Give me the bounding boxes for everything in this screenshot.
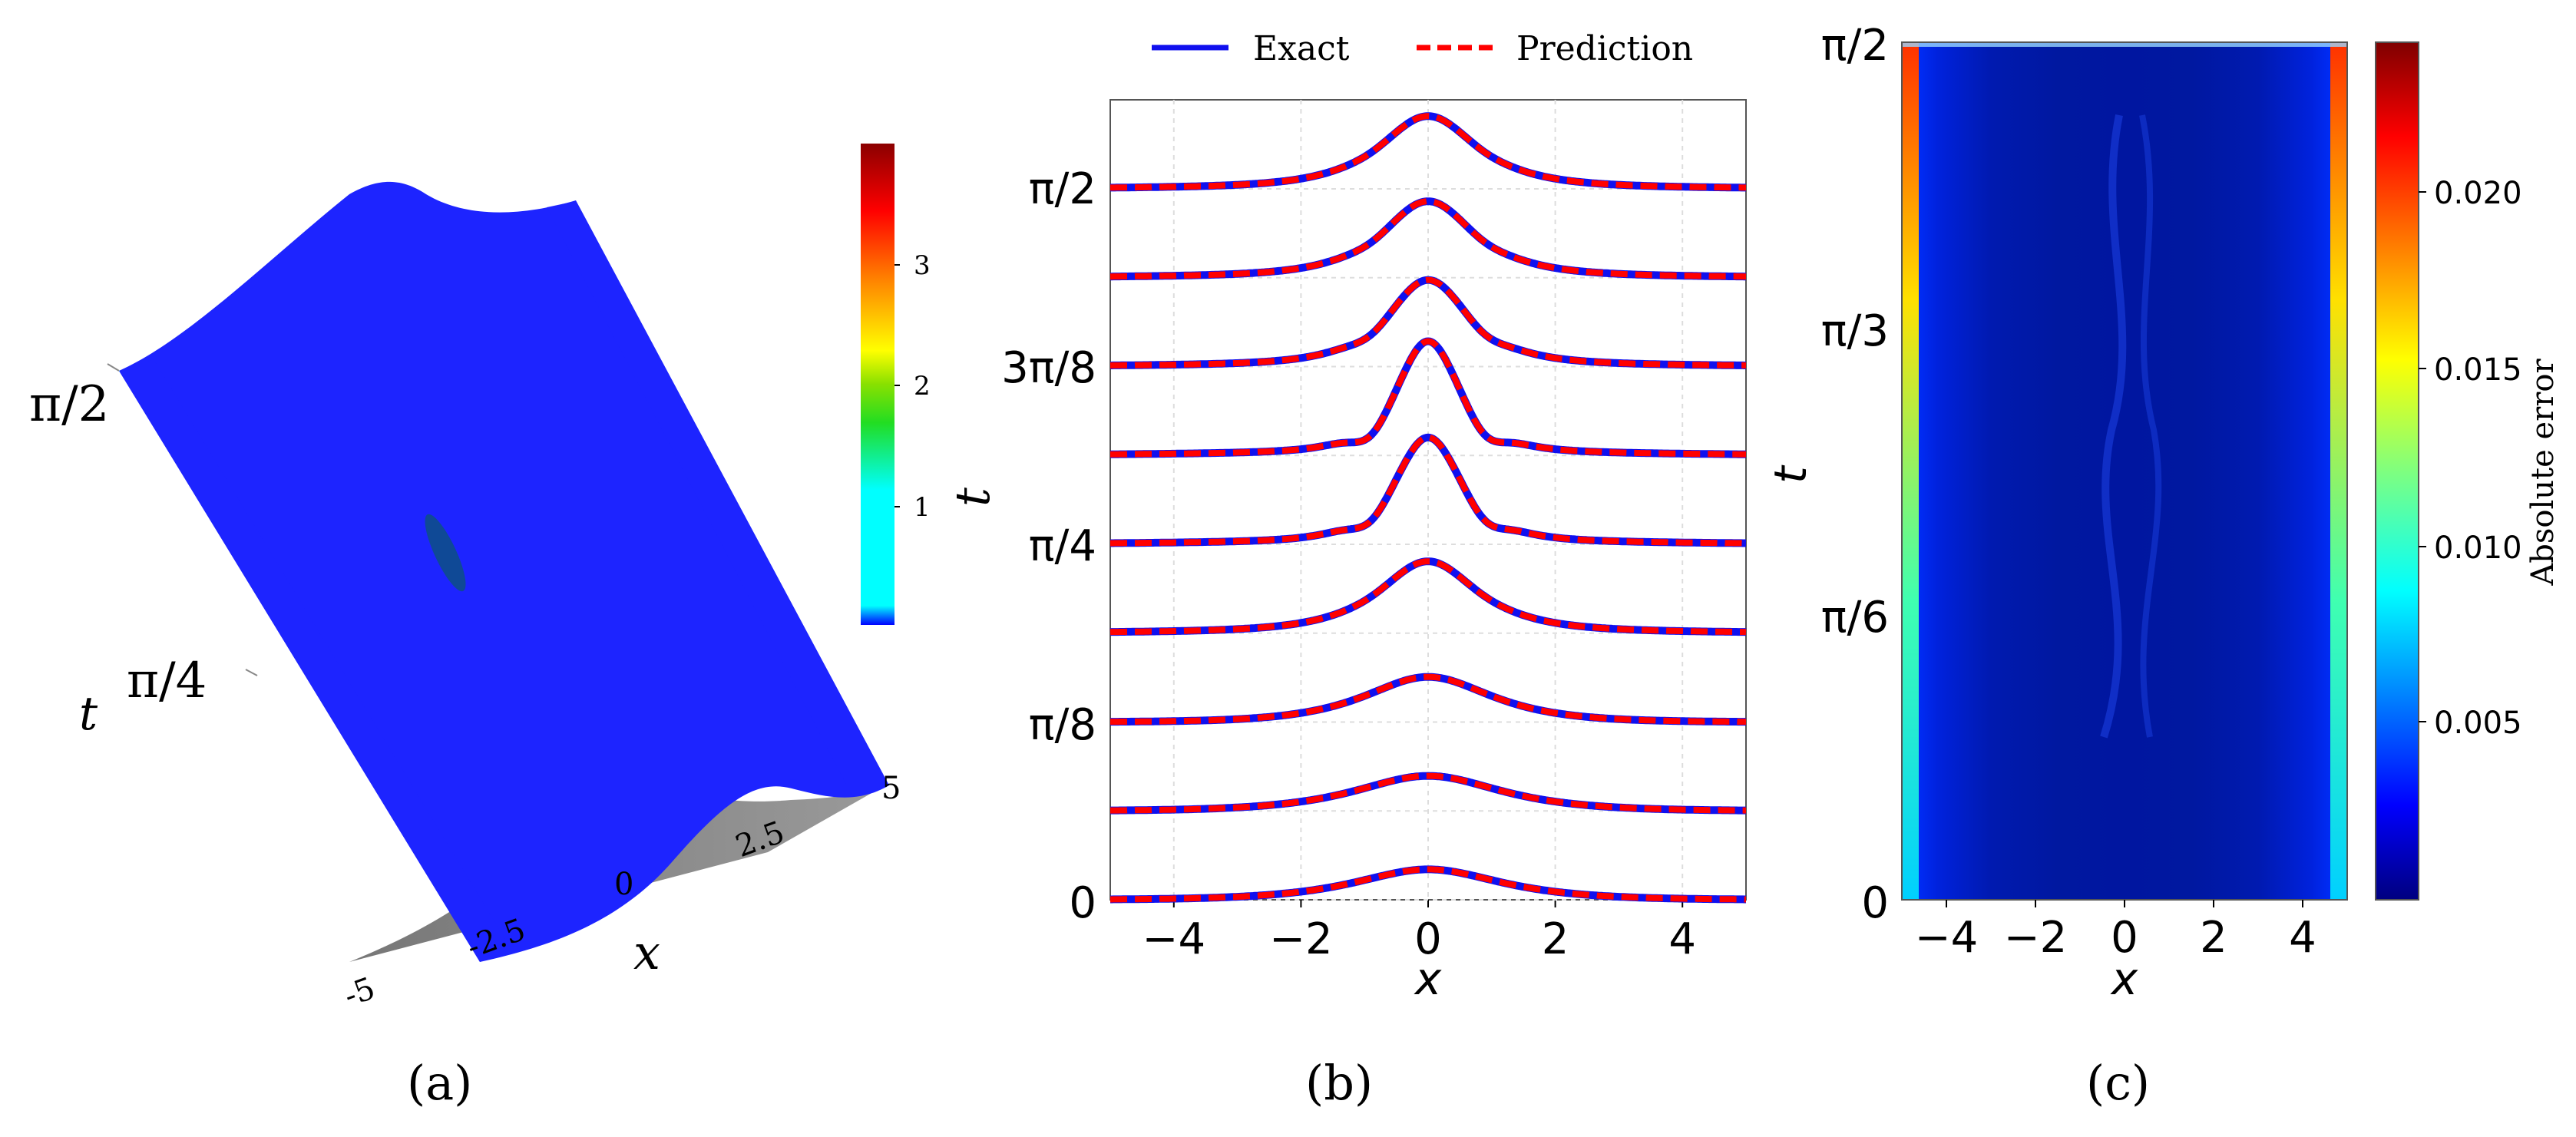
heatmap-structure: [2100, 114, 2127, 739]
surface-left-edge: [119, 359, 511, 962]
c-ytick-pi2: π/2: [1821, 21, 1889, 71]
prediction-curve: [1110, 198, 1746, 280]
b-xtick-label: 0: [1414, 914, 1442, 964]
colorbar-a-label: t: [944, 488, 1000, 507]
x-axis-label: x: [633, 924, 660, 980]
b-xtick-label: 4: [1668, 914, 1696, 964]
colorbar-c-tick-005: 0.005: [2434, 706, 2522, 741]
c-xlabel: x: [2110, 953, 2138, 1005]
c-xtick-label: 2: [2200, 913, 2227, 963]
surface-dip: [425, 514, 466, 592]
c-xtick-label: 4: [2289, 913, 2316, 963]
t-tick-pi4: π/4: [127, 653, 207, 709]
heatmap-left-edge: [1902, 42, 1919, 900]
colorbar-a-tick-1: 1: [914, 492, 931, 523]
prediction-curve: [1110, 673, 1746, 725]
prediction-curve: [1110, 113, 1746, 191]
panel-b: Exact Prediction 0 π/8 π/4 3π/8 π/2 −4 −2…: [1001, 29, 1747, 1111]
legend-exact-label: Exact: [1253, 29, 1350, 68]
colorbar-a: [861, 144, 894, 625]
surface-plot: [119, 181, 889, 963]
x-tick-0: 0: [614, 867, 633, 902]
b-xtick-label: 2: [1542, 914, 1569, 964]
colorbar-c-tick-010: 0.010: [2434, 530, 2522, 566]
panel-c: 0 π/6 π/3 π/2 t −4 −2 0 2 4 x 0.005 0.010 0.…: [1764, 21, 2561, 1111]
c-ytick-0: 0: [1861, 878, 1889, 928]
prediction-curve: [1110, 772, 1746, 814]
colorbar-c-tick-015: 0.015: [2434, 352, 2522, 388]
b-xtick-label: −2: [1269, 914, 1333, 964]
prediction-curve: [1110, 434, 1746, 547]
prediction-curve: [1109, 558, 1747, 636]
prediction-curve: [1110, 276, 1746, 369]
colorbar-a-tick-2: 2: [914, 371, 931, 402]
t-axis-label: t: [79, 687, 98, 741]
prediction-curve: [1110, 866, 1746, 903]
c-ytick-pi3: π/3: [1821, 306, 1889, 356]
colorbar-c: [2375, 41, 2419, 901]
x-tick-neg5: -5: [339, 970, 379, 1014]
colorbar-a-tick-3: 3: [914, 250, 931, 281]
heatmap: [1902, 42, 2347, 900]
x-tick-5: 5: [881, 771, 901, 806]
legend-prediction-label: Prediction: [1516, 29, 1693, 68]
panel-a: π/2 π/4 t -5 -2.5 0 2.5 5 x 1 2 3 t (a): [29, 144, 1000, 1111]
b-ytick-pi4: π/4: [1029, 521, 1096, 571]
panel-a-label: (a): [407, 1055, 472, 1111]
c-xtick-label: 0: [2111, 913, 2138, 963]
colorbar-c-label: Absolute error: [2525, 359, 2561, 587]
c-ylabel: t: [1764, 464, 1817, 484]
c-xtick-label: −4: [1915, 913, 1979, 963]
heatmap-top-band: [1902, 42, 2347, 47]
b-ytick-pi8: π/8: [1029, 700, 1096, 750]
b-xtick-label: −4: [1143, 914, 1206, 964]
colorbar-c-tick-020: 0.020: [2434, 176, 2522, 211]
panel-b-curves: [1109, 112, 1747, 904]
b-ytick-pi2: π/2: [1029, 164, 1096, 214]
panel-c-label: (c): [2086, 1055, 2150, 1111]
b-ytick-3pi8: 3π/8: [1001, 343, 1096, 393]
b-xlabel: x: [1414, 953, 1442, 1005]
t-tick-pi2: π/2: [29, 376, 109, 433]
c-ytick-pi6: π/6: [1821, 593, 1889, 643]
panel-b-label: (b): [1305, 1055, 1373, 1111]
heatmap-right-edge: [2330, 42, 2347, 900]
b-ytick-0: 0: [1069, 878, 1096, 928]
surface-right-edge: [547, 201, 889, 796]
c-xtick-label: −2: [2004, 913, 2068, 963]
prediction-curve: [1110, 338, 1746, 458]
